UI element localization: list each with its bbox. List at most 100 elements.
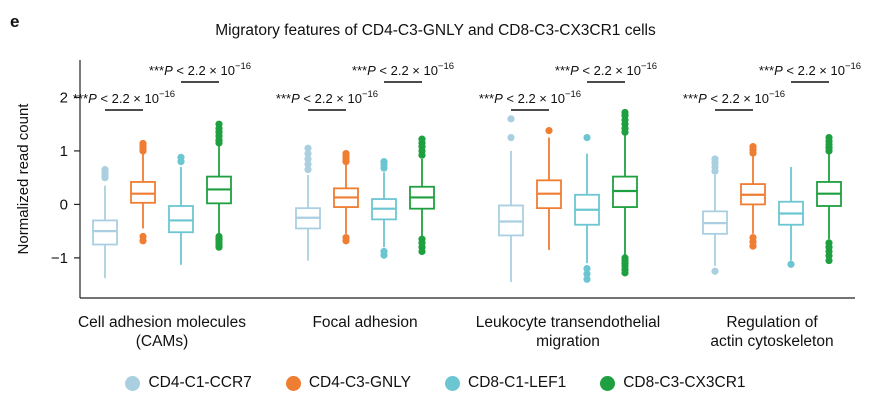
legend-label: CD4-C1-CCR7: [148, 374, 252, 391]
box-cd8-c3-cx3cr1: [409, 135, 435, 256]
significance-p-text: < 2.2 × 10: [707, 91, 769, 106]
outlier-point: [139, 139, 147, 148]
outlier-point: [545, 126, 553, 135]
significance-label: ***P < 2.2 × 10−16: [555, 61, 657, 78]
outlier-point: [711, 155, 719, 163]
legend-marker: [600, 375, 616, 391]
category-label-line: Leukocyte transendothelial: [476, 314, 660, 331]
significance-p-text: < 2.2 × 10: [783, 63, 845, 78]
outlier-point: [583, 270, 591, 278]
outlier-point: [583, 275, 591, 283]
box-cd4-c1-ccr7: [702, 155, 728, 275]
significance-p-text: < 2.2 × 10: [97, 91, 159, 106]
outlier-point: [380, 251, 388, 259]
significance-exponent: −16: [438, 61, 454, 72]
significance-exponent: −16: [159, 89, 175, 100]
panel-label: e: [10, 12, 20, 31]
outlier-point: [418, 247, 426, 256]
y-tick-label: −1: [51, 250, 68, 267]
significance-label: ***P < 2.2 × 10−16: [149, 61, 251, 78]
significance-p-symbol: P: [367, 63, 376, 78]
outlier-point: [711, 267, 719, 275]
category-label-line: Focal adhesion: [312, 314, 417, 331]
box-cd4-c1-ccr7: [92, 166, 118, 279]
box-iqr: [92, 219, 118, 246]
significance-exponent: −16: [235, 61, 251, 72]
category-group-4: Regulation of actin cytoskeleton: [702, 133, 842, 350]
legend-label: CD8-C1-LEF1: [468, 374, 567, 391]
box-cd8-c1-lef1: [574, 133, 600, 283]
outlier-point: [621, 108, 629, 117]
outlier-point: [825, 256, 833, 265]
significance-stars: ***: [555, 63, 570, 78]
outlier-point: [177, 153, 185, 161]
significance-p-symbol: P: [698, 91, 707, 106]
significance-label: ***P < 2.2 × 10−16: [73, 89, 175, 106]
significance-p-symbol: P: [494, 91, 503, 106]
y-axis-title: Normalized read count: [15, 103, 32, 255]
significance-p-symbol: P: [164, 63, 173, 78]
legend-item-cd8-c1-lef1: CD8-C1-LEF1: [445, 374, 566, 392]
box-cd8-c1-lef1: [168, 153, 194, 265]
box-cd4-c1-ccr7: [295, 144, 321, 261]
legend-label: CD8-C3-CX3CR1: [623, 374, 746, 391]
box-iqr: [168, 205, 194, 234]
significance-stars: ***: [73, 91, 88, 106]
outlier-point: [621, 269, 629, 277]
outlier-point: [215, 120, 223, 128]
category-group-1: Cell adhesion molecules (CAMs): [78, 120, 246, 350]
significance-p-symbol: P: [88, 91, 97, 106]
significance-exponent: −16: [769, 89, 785, 100]
legend-item-cd4-c1-ccr7: CD4-C1-CCR7: [125, 374, 252, 392]
box-cd8-c1-lef1: [778, 166, 804, 268]
significance-p-symbol: P: [291, 91, 300, 106]
chart-title: Migratory features of CD4-C3-GNLY and CD…: [215, 22, 656, 39]
significance-p-symbol: P: [570, 63, 579, 78]
category-label: Cell adhesion molecules (CAMs): [78, 314, 246, 350]
legend-item-cd4-c3-gnly: CD4-C3-GNLY: [285, 374, 412, 392]
category-label: Leukocyte transendothelial migration: [476, 314, 660, 350]
significance-stars: ***: [149, 63, 164, 78]
category-label: Focal adhesion: [312, 314, 417, 331]
significance-p-text: < 2.2 × 10: [173, 63, 235, 78]
box-cd8-c1-lef1: [371, 158, 397, 259]
box-cd8-c3-cx3cr1: [206, 120, 232, 251]
significance-p-symbol: P: [774, 63, 783, 78]
category-label-line: actin cytoskeleton: [710, 333, 833, 350]
significance-label: ***P < 2.2 × 10−16: [479, 89, 581, 106]
legend: CD4-C1-CCR7 CD4-C3-GNLY CD8-C1-LEF1 CD8-…: [0, 374, 871, 392]
outlier-point: [787, 260, 795, 268]
outlier-point: [825, 133, 833, 142]
category-label-line: Cell adhesion molecules: [78, 314, 246, 331]
outlier-point: [139, 237, 147, 245]
box-iqr: [130, 181, 156, 204]
significance-label: ***P < 2.2 × 10−16: [352, 61, 454, 78]
box-cd4-c3-gnly: [536, 126, 562, 250]
legend-label: CD4-C3-GNLY: [308, 374, 412, 391]
y-tick-label: 1: [60, 143, 68, 160]
significance-exponent: −16: [845, 61, 861, 72]
significance-exponent: −16: [362, 89, 378, 100]
outlier-point: [342, 237, 350, 245]
outlier-point: [583, 133, 591, 142]
outlier-point: [101, 166, 109, 174]
significance-stars: ***: [683, 91, 698, 106]
category-label-line: migration: [536, 333, 600, 350]
outlier-point: [304, 149, 312, 158]
box-cd8-c3-cx3cr1: [816, 133, 842, 265]
significance-label: ***P < 2.2 × 10−16: [683, 89, 785, 106]
significance-p-text: < 2.2 × 10: [579, 63, 641, 78]
outlier-point: [507, 115, 515, 123]
significance-stars: ***: [276, 91, 291, 106]
significance-p-text: < 2.2 × 10: [300, 91, 362, 106]
outlier-point: [304, 144, 312, 152]
significance-label: ***P < 2.2 × 10−16: [276, 89, 378, 106]
significance-stars: ***: [479, 91, 494, 106]
outlier-point: [380, 158, 388, 166]
outlier-point: [304, 155, 312, 163]
outlier-point: [749, 242, 757, 250]
box-cd4-c3-gnly: [130, 139, 156, 245]
legend-marker: [125, 375, 141, 391]
outlier-point: [749, 143, 757, 151]
